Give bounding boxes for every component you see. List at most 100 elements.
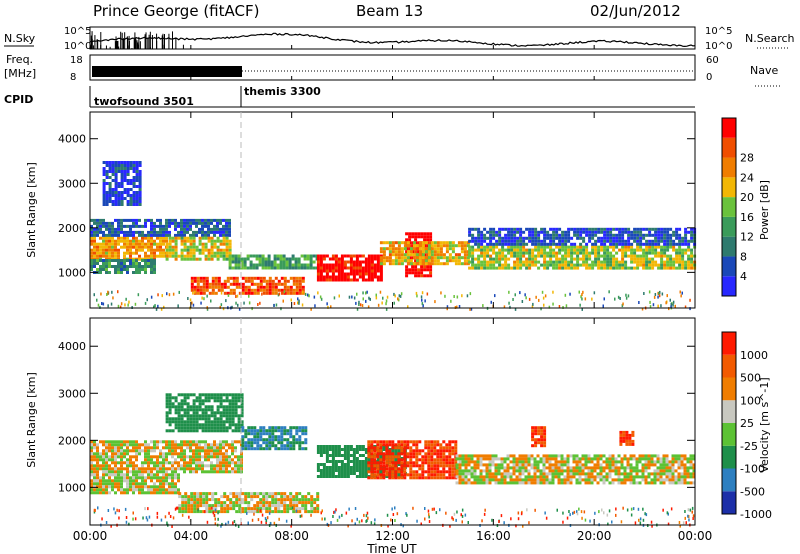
heatmap-cell	[126, 233, 129, 237]
noise-cell	[178, 290, 180, 294]
heatmap-cell	[259, 429, 263, 433]
heatmap-cell	[222, 218, 225, 222]
heatmap-cell	[165, 476, 168, 480]
heatmap-cell	[277, 504, 281, 508]
heatmap-cell	[291, 257, 295, 261]
heatmap-cell	[325, 460, 329, 463]
heatmap-cell	[666, 230, 670, 234]
heatmap-cell	[156, 479, 159, 483]
heatmap-cell	[467, 481, 471, 485]
heatmap-cell	[93, 440, 96, 444]
heatmap-cell	[304, 510, 308, 514]
heatmap-cell	[654, 242, 658, 246]
heatmap-cell	[99, 236, 102, 240]
heatmap-cell	[406, 461, 410, 465]
heatmap-cell	[150, 245, 153, 249]
heatmap-cell	[237, 417, 241, 421]
heatmap-cell	[210, 245, 214, 249]
noise-cell	[220, 291, 223, 295]
heatmap-cell	[280, 495, 284, 499]
heatmap-cell	[521, 460, 525, 464]
heatmap-cell	[367, 278, 371, 282]
heatmap-cell	[412, 253, 416, 257]
heatmap-cell	[210, 221, 213, 225]
heatmap-cell	[343, 272, 347, 276]
heatmap-cell	[500, 460, 504, 464]
heatmap-cell	[228, 461, 231, 465]
heatmap-cell	[244, 501, 248, 505]
heatmap-cell	[105, 224, 108, 228]
heatmap-cell	[253, 435, 257, 439]
noise-cell	[434, 300, 436, 304]
heatmap-cell	[531, 251, 535, 255]
heatmap-cell	[579, 236, 583, 240]
heatmap-cell	[561, 260, 565, 264]
heatmap-cell	[216, 470, 219, 474]
heatmap-cell	[531, 227, 535, 231]
heatmap-cell	[198, 251, 202, 255]
heatmap-cell	[528, 251, 532, 255]
heatmap-cell	[165, 405, 169, 409]
heatmap-cell	[346, 469, 350, 472]
heatmap-cell	[226, 285, 230, 289]
heatmap-cell	[90, 461, 93, 465]
heatmap-cell	[177, 452, 180, 456]
heatmap-cell	[192, 449, 195, 453]
heatmap-cell	[195, 230, 198, 234]
heatmap-cell	[405, 232, 409, 236]
heatmap-cell	[316, 257, 320, 261]
heatmap-cell	[240, 260, 244, 264]
heatmap-cell	[645, 266, 649, 270]
heatmap-cell	[141, 476, 144, 480]
heatmap-cell	[201, 408, 205, 412]
noise-cell	[365, 299, 367, 303]
heatmap-cell	[473, 478, 477, 482]
heatmap-cell	[93, 254, 96, 258]
heatmap-cell	[259, 426, 263, 430]
heatmap-cell	[301, 447, 305, 451]
heatmap-cell	[325, 457, 329, 460]
noise-cell	[564, 293, 567, 297]
heatmap-cell	[340, 269, 344, 273]
heatmap-cell	[331, 454, 335, 457]
heatmap-cell	[93, 473, 96, 477]
heatmap-cell	[364, 466, 368, 469]
heatmap-cell	[243, 257, 247, 261]
heatmap-cell	[177, 393, 181, 397]
heatmap-cell	[283, 438, 287, 442]
heatmap-cell	[561, 236, 565, 240]
heatmap-cell	[144, 268, 147, 271]
heatmap-cell	[276, 257, 280, 261]
heatmap-cell	[527, 469, 531, 473]
heatmap-cell	[180, 227, 183, 231]
heatmap-cell	[313, 510, 317, 514]
heatmap-cell	[512, 463, 516, 467]
heatmap-cell	[633, 248, 637, 252]
heatmap-cell	[196, 291, 200, 295]
heatmap-cell	[108, 265, 111, 268]
noise-cell	[580, 295, 582, 299]
heatmap-cell	[331, 263, 335, 267]
heatmap-cell	[442, 461, 446, 465]
heatmap-cell	[192, 440, 195, 444]
heatmap-cell	[291, 263, 295, 267]
heatmap-cell	[150, 254, 153, 258]
heatmap-cell	[648, 230, 652, 234]
heatmap-cell	[253, 438, 257, 442]
heatmap-cell	[205, 507, 209, 511]
heatmap-cell	[301, 498, 305, 502]
heatmap-cell	[205, 504, 209, 508]
freq-label-top: Freq.	[6, 53, 33, 66]
heatmap-cell	[412, 476, 416, 480]
heatmap-cell	[259, 435, 263, 439]
heatmap-cell	[509, 481, 513, 485]
nave-tick-bottom: 0	[706, 72, 712, 83]
heatmap-cell	[222, 452, 225, 456]
heatmap-cell	[259, 507, 263, 511]
heatmap-cell	[555, 260, 559, 264]
heatmap-cell	[237, 414, 241, 418]
noise-cell	[381, 301, 383, 305]
heatmap-cell	[489, 230, 493, 234]
heatmap-cell	[253, 495, 257, 499]
